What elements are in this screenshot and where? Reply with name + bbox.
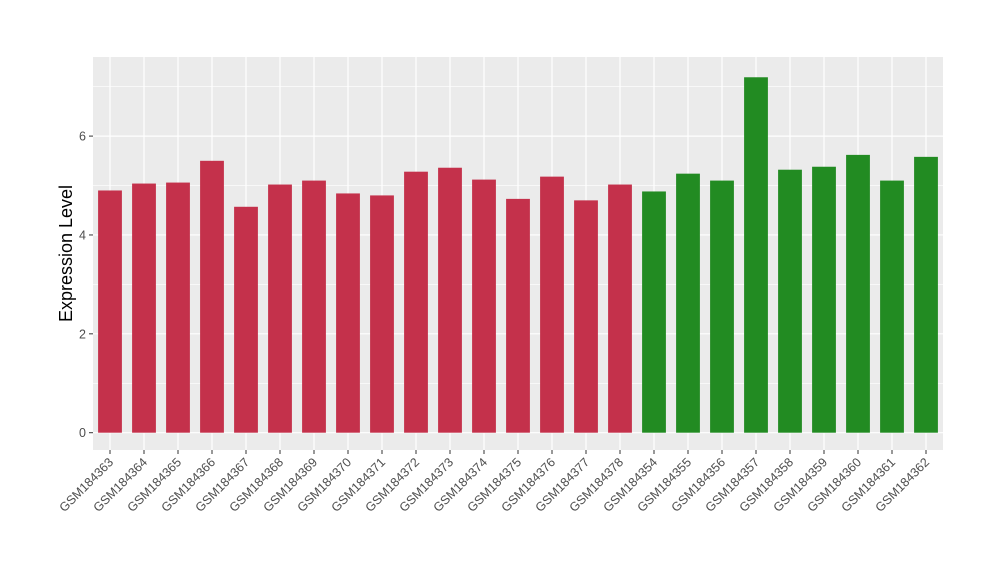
bar-GSM184360	[846, 154, 870, 433]
bar-GSM184361	[880, 180, 904, 433]
bar-GSM184366	[200, 160, 224, 433]
bar-GSM184355	[676, 173, 700, 433]
bar-GSM184371	[370, 195, 394, 433]
y-tick-label: 4	[79, 228, 86, 242]
bar-GSM184372	[404, 171, 428, 433]
bar-GSM184375	[506, 198, 530, 433]
bar-GSM184378	[608, 184, 632, 433]
bar-GSM184377	[574, 200, 598, 433]
y-axis: 0 2 4 6	[79, 130, 93, 440]
bar-GSM184356	[710, 180, 734, 433]
bar-GSM184364	[132, 183, 156, 433]
bar-GSM184354	[642, 191, 666, 433]
y-tick-label: 6	[79, 130, 86, 144]
bar-GSM184376	[540, 176, 564, 433]
bar-GSM184370	[336, 193, 360, 433]
bar-GSM184358	[778, 169, 802, 433]
bars	[98, 77, 938, 433]
bar-GSM184365	[166, 182, 190, 433]
y-axis-title: Expression Level	[56, 185, 76, 322]
bar-GSM184368	[268, 184, 292, 433]
y-tick-label: 0	[79, 426, 86, 440]
y-tick-label: 2	[79, 327, 86, 341]
bar-GSM184363	[98, 190, 122, 433]
bar-GSM184367	[234, 206, 258, 433]
bar-GSM184369	[302, 180, 326, 433]
x-axis: GSM184363GSM184364GSM184365GSM184366GSM1…	[57, 450, 932, 515]
bar-GSM184373	[438, 167, 462, 433]
bar-GSM184357	[744, 77, 768, 433]
bar-GSM184374	[472, 179, 496, 433]
bar-GSM184362	[914, 156, 938, 433]
bar-GSM184359	[812, 166, 836, 433]
